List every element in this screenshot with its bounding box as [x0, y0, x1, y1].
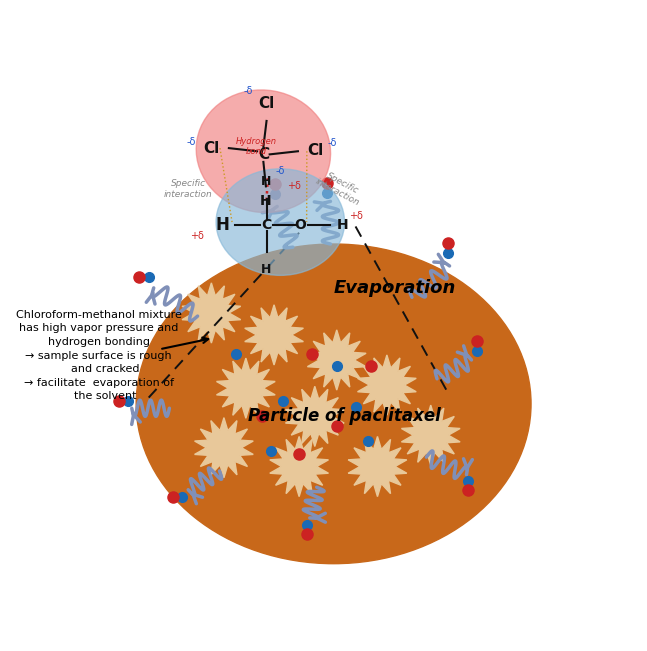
- Polygon shape: [182, 283, 241, 343]
- Text: Evaporation: Evaporation: [334, 279, 456, 297]
- Text: Cl: Cl: [203, 141, 219, 156]
- Text: Specific
interaction: Specific interaction: [164, 179, 213, 199]
- Ellipse shape: [216, 169, 345, 275]
- Text: -δ: -δ: [186, 137, 195, 147]
- Polygon shape: [348, 436, 407, 497]
- Text: H: H: [336, 218, 348, 232]
- Text: Cl: Cl: [258, 96, 275, 111]
- Text: -δ: -δ: [243, 86, 252, 96]
- Text: H: H: [261, 263, 272, 276]
- Text: -δ: -δ: [276, 166, 285, 176]
- Text: O: O: [294, 218, 306, 232]
- Text: Cl: Cl: [307, 143, 324, 158]
- Polygon shape: [245, 305, 303, 365]
- Text: H: H: [261, 174, 272, 187]
- Polygon shape: [307, 330, 366, 390]
- Text: +δ: +δ: [349, 211, 363, 221]
- Text: C: C: [261, 218, 272, 232]
- Text: H: H: [215, 216, 230, 234]
- Text: -δ: -δ: [328, 138, 337, 148]
- Text: +δ: +δ: [190, 232, 204, 242]
- Polygon shape: [195, 418, 253, 478]
- Text: C: C: [258, 147, 269, 162]
- Text: Hydrogen
bond: Hydrogen bond: [236, 137, 276, 156]
- Polygon shape: [401, 405, 460, 465]
- Polygon shape: [217, 358, 275, 418]
- Text: Specific
interaction: Specific interaction: [314, 167, 366, 208]
- Ellipse shape: [196, 90, 331, 213]
- Text: +δ: +δ: [287, 181, 301, 191]
- Polygon shape: [285, 386, 344, 447]
- Text: Chloroform-methanol mixture
has high vapor pressure and
hydrogen bonding
→ sampl: Chloroform-methanol mixture has high vap…: [16, 310, 182, 402]
- Text: Particle of paclitaxel: Particle of paclitaxel: [248, 408, 441, 425]
- Polygon shape: [270, 436, 329, 497]
- Text: H: H: [260, 194, 272, 208]
- Ellipse shape: [136, 244, 531, 564]
- Polygon shape: [358, 355, 416, 415]
